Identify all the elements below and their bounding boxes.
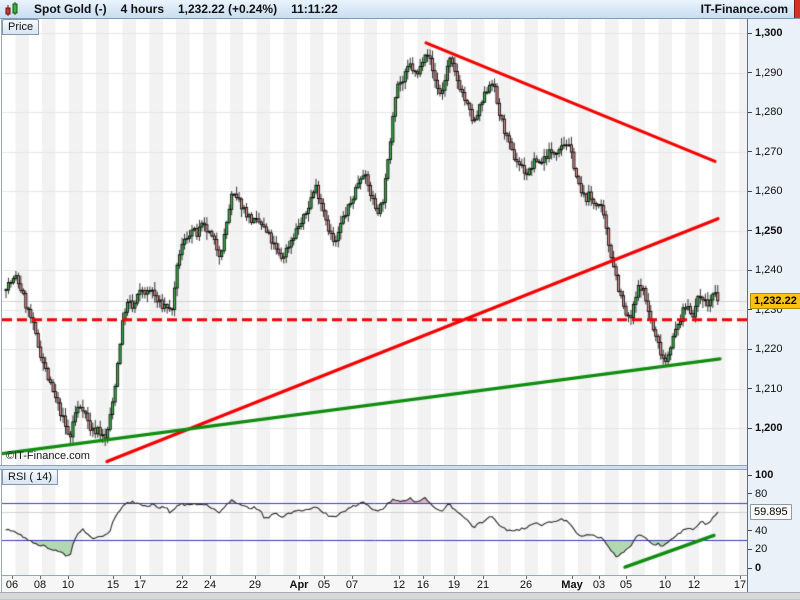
date-axis-tick xyxy=(399,576,400,579)
date-axis-tick xyxy=(68,576,69,579)
date-axis-tick xyxy=(740,576,741,579)
date-axis-tick xyxy=(454,576,455,579)
price-axis-tick xyxy=(748,269,752,271)
timeframe-label: 4 hours xyxy=(120,2,164,16)
instrument-title: Spot Gold (-) xyxy=(34,2,107,16)
rsi-axis-tick xyxy=(748,548,752,550)
date-label: May xyxy=(561,579,583,591)
price-axis-tick xyxy=(748,309,752,310)
price-axis-tick xyxy=(748,348,752,350)
price-axis-tick xyxy=(748,72,752,73)
date-label: 19 xyxy=(447,579,461,591)
date-label: 07 xyxy=(345,579,359,591)
price-axis-label: 1,270 xyxy=(755,145,783,158)
date-label: 16 xyxy=(416,579,430,591)
date-label: 24 xyxy=(203,579,217,591)
price-axis-label: 1,280 xyxy=(755,106,783,118)
current-rsi-badge: 59.895 xyxy=(750,504,792,521)
candlestick-icon xyxy=(4,1,20,17)
price-axis-label: 1,260 xyxy=(755,185,783,197)
date-axis-tick xyxy=(140,576,141,579)
watermark-label: ©IT-Finance.com xyxy=(6,450,90,462)
date-label: 05 xyxy=(619,579,633,591)
price-axis-tick xyxy=(748,151,752,152)
date-axis-tick xyxy=(572,576,573,579)
rsi-axis-tick xyxy=(748,530,752,532)
date-axis-tick xyxy=(599,576,600,579)
current-price-badge: 1,232.22 xyxy=(750,292,800,309)
date-label: 17 xyxy=(133,579,147,591)
tab-rsi-indicator[interactable]: RSI ( 14) xyxy=(2,469,59,485)
rsi-axis-label: 80 xyxy=(755,487,768,500)
price-axis-label: 1,210 xyxy=(755,382,783,395)
date-axis-tick xyxy=(299,576,300,579)
date-axis-tick xyxy=(352,576,353,579)
date-label: 22 xyxy=(175,579,189,591)
date-label: 12 xyxy=(392,579,406,591)
price-axis-tick xyxy=(748,427,752,429)
rsi-axis-label: 0 xyxy=(755,562,762,574)
date-label: 03 xyxy=(592,579,606,591)
quote-change-label: 1,232.22 (+0.24%) xyxy=(178,2,278,16)
rsi-axis-tick xyxy=(748,474,752,476)
price-chart-canvas[interactable] xyxy=(2,19,747,465)
date-label: 12 xyxy=(687,579,701,591)
date-axis[interactable]: 06 08 10 15 17 22 24 29 Apr 05 07 12 16 19 21 26 May 03 05… xyxy=(2,575,747,592)
plot-left-border xyxy=(1,19,2,592)
brand-label: IT-Finance.com xyxy=(700,2,788,16)
price-axis-label: 1,300 xyxy=(755,27,783,39)
date-axis-tick xyxy=(255,576,256,579)
rsi-axis-label: 100 xyxy=(755,469,774,481)
date-label: 29 xyxy=(248,579,262,591)
rsi-axis-tick xyxy=(748,567,752,569)
price-axis[interactable]: 1,232.22 59.895 1,300 1,290 1,280 1,270 1,26… xyxy=(747,19,800,592)
clock-label: 11:11:22 xyxy=(291,2,338,16)
bottom-scrollbar[interactable] xyxy=(0,592,800,599)
rsi-axis-label: 40 xyxy=(755,524,768,537)
date-axis-tick xyxy=(12,576,13,579)
date-label: 21 xyxy=(476,579,490,591)
chart-header: Spot Gold (-) 4 hours 1,232.22 (+0.24%) … xyxy=(0,0,800,19)
date-axis-tick xyxy=(113,576,114,579)
price-axis-label: 1,290 xyxy=(755,66,783,79)
date-axis-tick xyxy=(665,576,666,579)
price-axis-tick xyxy=(748,190,752,192)
date-label: 05 xyxy=(317,579,331,591)
date-axis-tick xyxy=(626,576,627,579)
price-axis-label: 1,250 xyxy=(755,224,783,237)
price-axis-label: 1,220 xyxy=(755,343,783,355)
date-label: 06 xyxy=(5,579,19,591)
date-axis-tick xyxy=(210,576,211,579)
date-axis-tick xyxy=(526,576,527,579)
rsi-axis-label: 20 xyxy=(755,543,768,556)
date-label: 10 xyxy=(658,579,672,591)
date-label: Apr xyxy=(289,579,309,591)
date-axis-tick xyxy=(324,576,325,579)
date-axis-tick xyxy=(423,576,424,579)
date-label: 17 xyxy=(733,579,747,591)
price-axis-label: 1,200 xyxy=(755,422,783,434)
price-axis-label: 1,240 xyxy=(755,264,783,276)
price-axis-tick xyxy=(748,111,752,113)
header-edge-marker xyxy=(794,0,800,18)
date-axis-tick xyxy=(182,576,183,579)
price-axis-tick xyxy=(748,32,752,34)
rsi-chart-canvas[interactable] xyxy=(2,468,747,575)
date-label: 08 xyxy=(33,579,47,591)
price-axis-tick xyxy=(748,388,752,389)
date-label: 26 xyxy=(519,579,533,591)
tab-price[interactable]: Price xyxy=(2,19,40,35)
date-axis-tick xyxy=(40,576,41,579)
date-label: 10 xyxy=(61,579,75,591)
rsi-axis-tick xyxy=(748,493,752,495)
date-label: 15 xyxy=(106,579,120,591)
price-axis-tick xyxy=(748,230,752,231)
date-axis-tick xyxy=(483,576,484,579)
date-axis-tick xyxy=(694,576,695,579)
